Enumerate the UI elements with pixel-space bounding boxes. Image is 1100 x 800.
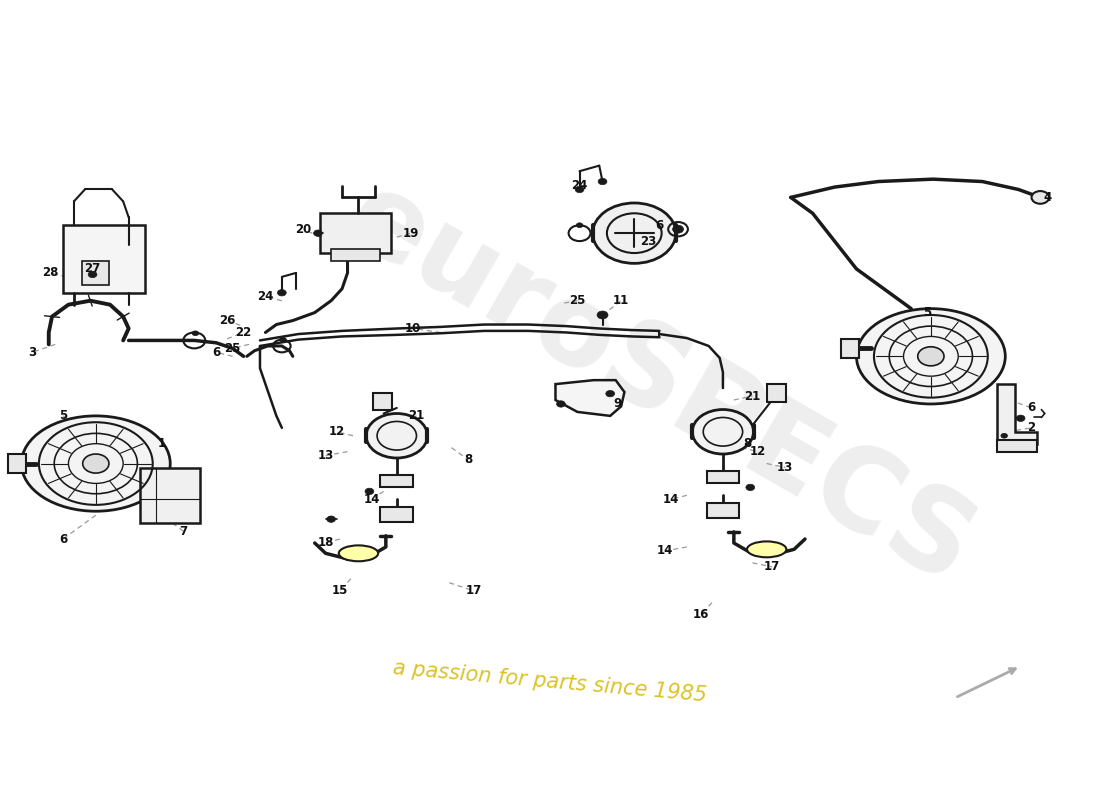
Text: 20: 20	[296, 222, 312, 236]
Bar	[706, 503, 739, 518]
Bar	[381, 507, 414, 522]
Text: 16: 16	[693, 608, 710, 621]
Circle shape	[575, 186, 584, 193]
Text: 26: 26	[219, 314, 235, 327]
Ellipse shape	[339, 546, 378, 562]
Text: 17: 17	[764, 560, 780, 574]
Circle shape	[1016, 415, 1025, 422]
Bar	[140, 467, 200, 523]
Bar	[9, 454, 25, 473]
Bar	[381, 475, 414, 487]
Bar	[331, 249, 381, 261]
Circle shape	[917, 346, 944, 366]
Circle shape	[557, 401, 565, 407]
Bar	[320, 214, 392, 253]
Text: 6: 6	[656, 218, 663, 232]
Text: 9: 9	[614, 398, 622, 410]
Bar	[706, 471, 739, 483]
Circle shape	[192, 331, 199, 336]
Circle shape	[365, 488, 374, 494]
Circle shape	[327, 516, 336, 522]
Text: 10: 10	[405, 322, 421, 335]
Text: 25: 25	[569, 294, 585, 307]
Text: 5: 5	[924, 306, 932, 319]
Text: 13: 13	[778, 461, 793, 474]
Bar	[842, 339, 859, 358]
Text: a passion for parts since 1985: a passion for parts since 1985	[393, 658, 707, 706]
Circle shape	[1032, 191, 1049, 204]
Text: 6: 6	[58, 533, 67, 546]
Bar	[63, 226, 145, 293]
Text: 14: 14	[662, 493, 679, 506]
Text: 22: 22	[235, 326, 252, 339]
Text: 19: 19	[403, 226, 419, 240]
Circle shape	[279, 338, 286, 342]
Text: 13: 13	[318, 449, 333, 462]
Text: 8: 8	[742, 437, 751, 450]
Text: 5: 5	[58, 410, 67, 422]
Text: 27: 27	[85, 262, 100, 275]
Text: 8: 8	[464, 453, 472, 466]
Text: 17: 17	[465, 584, 482, 597]
Circle shape	[1001, 434, 1008, 438]
Text: 12: 12	[750, 445, 766, 458]
Text: 6: 6	[1027, 402, 1036, 414]
Text: 21: 21	[745, 390, 760, 402]
Text: 24: 24	[257, 290, 274, 303]
Text: 1: 1	[157, 437, 165, 450]
Circle shape	[576, 223, 583, 228]
Circle shape	[366, 414, 428, 458]
Text: 14: 14	[657, 545, 673, 558]
Ellipse shape	[857, 309, 1005, 404]
Circle shape	[88, 271, 97, 278]
Circle shape	[692, 410, 754, 454]
Text: 21: 21	[408, 410, 425, 422]
Text: 11: 11	[613, 294, 629, 307]
Ellipse shape	[747, 542, 786, 558]
Circle shape	[672, 226, 683, 233]
Ellipse shape	[21, 416, 171, 511]
Polygon shape	[997, 384, 1037, 444]
Bar	[81, 261, 109, 285]
Text: 7: 7	[179, 525, 187, 538]
Circle shape	[598, 178, 607, 185]
Text: 25: 25	[224, 342, 241, 355]
Text: 12: 12	[329, 426, 344, 438]
Circle shape	[597, 311, 608, 319]
Circle shape	[746, 484, 755, 490]
Text: 23: 23	[640, 234, 657, 248]
Text: 14: 14	[363, 493, 379, 506]
Text: 24: 24	[571, 179, 587, 192]
Text: 15: 15	[332, 584, 348, 597]
Circle shape	[314, 230, 322, 236]
Bar	[997, 440, 1037, 452]
Circle shape	[593, 203, 675, 263]
Text: euroSPECS: euroSPECS	[327, 160, 992, 608]
Text: 6: 6	[212, 346, 220, 359]
Text: 18: 18	[318, 537, 333, 550]
Circle shape	[277, 290, 286, 296]
Polygon shape	[556, 380, 625, 416]
Text: 28: 28	[42, 266, 58, 279]
Text: 2: 2	[1027, 422, 1035, 434]
Text: 4: 4	[1044, 191, 1052, 204]
Bar	[767, 384, 786, 402]
Circle shape	[606, 390, 615, 397]
Text: 3: 3	[29, 346, 36, 359]
Circle shape	[82, 454, 109, 473]
Bar	[373, 393, 393, 410]
